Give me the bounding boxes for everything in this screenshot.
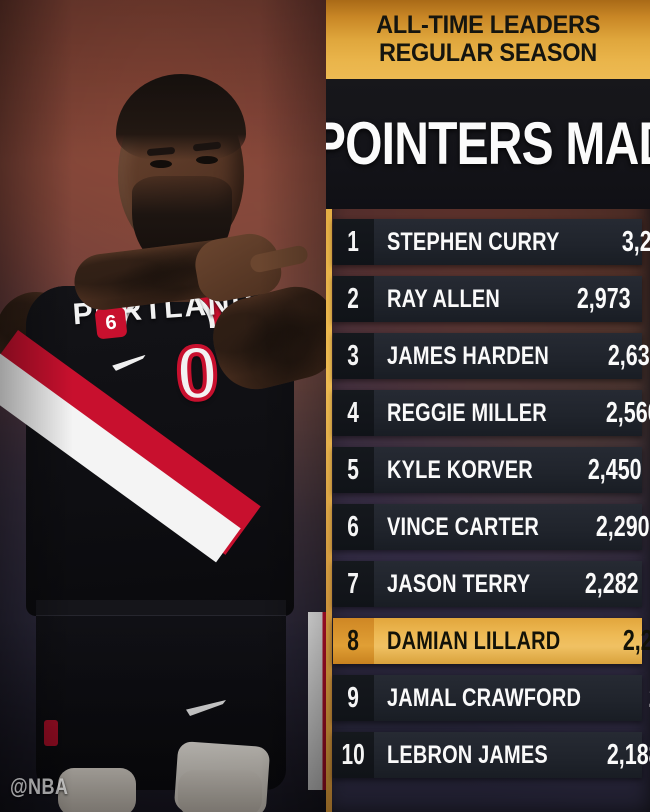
nba-watermark: @NBA bbox=[10, 774, 69, 799]
stat-value: 2,631 bbox=[608, 339, 650, 372]
table-row: 2 RAY ALLEN 2,973 bbox=[333, 276, 642, 322]
title-section: 3-POINTERS MADE bbox=[326, 79, 650, 209]
rank-value: 6 bbox=[347, 510, 360, 543]
rank-cell: 7 bbox=[333, 561, 374, 607]
rank-cell: 2 bbox=[333, 276, 374, 322]
nba-logo-icon bbox=[44, 720, 58, 746]
rank-value: 1 bbox=[347, 225, 360, 258]
player-name-value: RAY ALLEN bbox=[387, 284, 500, 313]
stat-value-cell: 2,290 bbox=[577, 504, 650, 550]
player-name-cell: KYLE KORVER bbox=[374, 447, 569, 493]
player-photo: PORTLAND 0 6 @NBA bbox=[0, 0, 332, 812]
player-name-cell: JAMAL CRAWFORD bbox=[374, 675, 630, 721]
player-hair bbox=[116, 74, 246, 160]
table-row: 4 REGGIE MILLER 2,560 bbox=[333, 390, 650, 436]
player-name-cell: DAMIAN LILLARD bbox=[374, 618, 604, 664]
stats-panel: ALL-TIME LEADERS REGULAR SEASON 3-POINTE… bbox=[326, 0, 650, 812]
rank-cell: 1 bbox=[333, 219, 374, 265]
table-row: 6 VINCE CARTER 2,290 bbox=[333, 504, 650, 550]
player-name-value: STEPHEN CURRY bbox=[387, 227, 560, 256]
rank-cell: 5 bbox=[333, 447, 374, 493]
page-title: 3-POINTERS MADE bbox=[326, 110, 650, 177]
stat-value-cell: 2,222 bbox=[604, 618, 650, 664]
player-name-cell: RAY ALLEN bbox=[374, 276, 558, 322]
stat-value-cell: 2,450 bbox=[569, 447, 650, 493]
player-name-cell: STEPHEN CURRY bbox=[374, 219, 603, 265]
leaders-list: 1 STEPHEN CURRY 3,248 2 RAY ALLEN 2,973 3 JAMES… bbox=[333, 219, 650, 789]
player-name-cell: LEBRON JAMES bbox=[374, 732, 588, 778]
player-name-value: VINCE CARTER bbox=[387, 512, 539, 541]
shorts-waistband bbox=[36, 600, 286, 616]
stat-value-cell: 2,282 bbox=[566, 561, 650, 607]
jersey-patch: 6 bbox=[94, 306, 128, 340]
stat-value: 2,290 bbox=[595, 510, 650, 543]
eye-right bbox=[196, 156, 218, 164]
rank-cell: 8 bbox=[333, 618, 374, 664]
stat-value-cell: 2,188 bbox=[588, 732, 650, 778]
table-row: 7 JASON TERRY 2,282 bbox=[333, 561, 642, 607]
stat-value: 2,973 bbox=[577, 282, 631, 315]
rank-cell: 4 bbox=[333, 390, 374, 436]
player-name-value: JASON TERRY bbox=[387, 569, 531, 598]
stat-value-cell: 2,560 bbox=[587, 390, 650, 436]
player-name-value: REGGIE MILLER bbox=[387, 398, 547, 427]
table-row: 10 LEBRON JAMES 2,188 bbox=[333, 732, 650, 778]
player-name-value: KYLE KORVER bbox=[387, 455, 533, 484]
stat-value: 3,248 bbox=[621, 225, 650, 258]
rank-cell: 9 bbox=[333, 675, 374, 721]
leg-left bbox=[58, 768, 136, 812]
player-figure: PORTLAND 0 6 bbox=[0, 74, 332, 812]
player-name-cell: VINCE CARTER bbox=[374, 504, 577, 550]
stat-value: 2,282 bbox=[584, 567, 639, 600]
table-row: 1 STEPHEN CURRY 3,248 bbox=[333, 219, 650, 265]
stat-value: 2,560 bbox=[605, 396, 650, 429]
rank-value: 4 bbox=[347, 396, 360, 429]
stat-value-cell: 3,248 bbox=[603, 219, 650, 265]
stat-value-cell: 2,973 bbox=[558, 276, 642, 322]
stat-value-cell: 2,221 bbox=[630, 675, 650, 721]
player-name-value: LEBRON JAMES bbox=[387, 740, 548, 769]
rank-value: 7 bbox=[347, 567, 360, 600]
stat-value: 2,188 bbox=[606, 738, 650, 771]
rank-value: 3 bbox=[347, 339, 360, 372]
rank-cell: 6 bbox=[333, 504, 374, 550]
rank-value: 9 bbox=[347, 681, 360, 714]
rank-value: 8 bbox=[347, 624, 360, 657]
header-line-1: ALL-TIME LEADERS bbox=[376, 11, 600, 39]
player-name-cell: REGGIE MILLER bbox=[374, 390, 587, 436]
rank-cell: 3 bbox=[333, 333, 374, 379]
header-band: ALL-TIME LEADERS REGULAR SEASON bbox=[326, 0, 650, 79]
rank-cell: 10 bbox=[333, 732, 374, 778]
table-row: 5 KYLE KORVER 2,450 bbox=[333, 447, 642, 493]
table-row: 8 DAMIAN LILLARD 2,222 bbox=[333, 618, 650, 664]
player-name-cell: JAMES HARDEN bbox=[374, 333, 589, 379]
rank-value: 2 bbox=[347, 282, 360, 315]
player-name-cell: JASON TERRY bbox=[374, 561, 566, 607]
player-name-value: JAMAL CRAWFORD bbox=[387, 683, 582, 712]
player-name-value: DAMIAN LILLARD bbox=[387, 626, 561, 655]
player-name-value: JAMES HARDEN bbox=[387, 341, 549, 370]
table-row: 9 JAMAL CRAWFORD 2,221 bbox=[333, 675, 650, 721]
stat-value: 2,450 bbox=[588, 453, 642, 486]
leg-right bbox=[178, 770, 262, 812]
table-row: 3 JAMES HARDEN 2,631 bbox=[333, 333, 650, 379]
header-line-2: REGULAR SEASON bbox=[378, 39, 598, 67]
eye-left bbox=[150, 160, 172, 168]
stat-value-cell: 2,631 bbox=[589, 333, 650, 379]
panel-gold-edge bbox=[326, 0, 332, 812]
rank-value: 5 bbox=[347, 453, 360, 486]
stat-value: 2,222 bbox=[622, 624, 650, 657]
stat-value: 2,221 bbox=[648, 682, 650, 715]
rank-value: 10 bbox=[341, 738, 366, 771]
